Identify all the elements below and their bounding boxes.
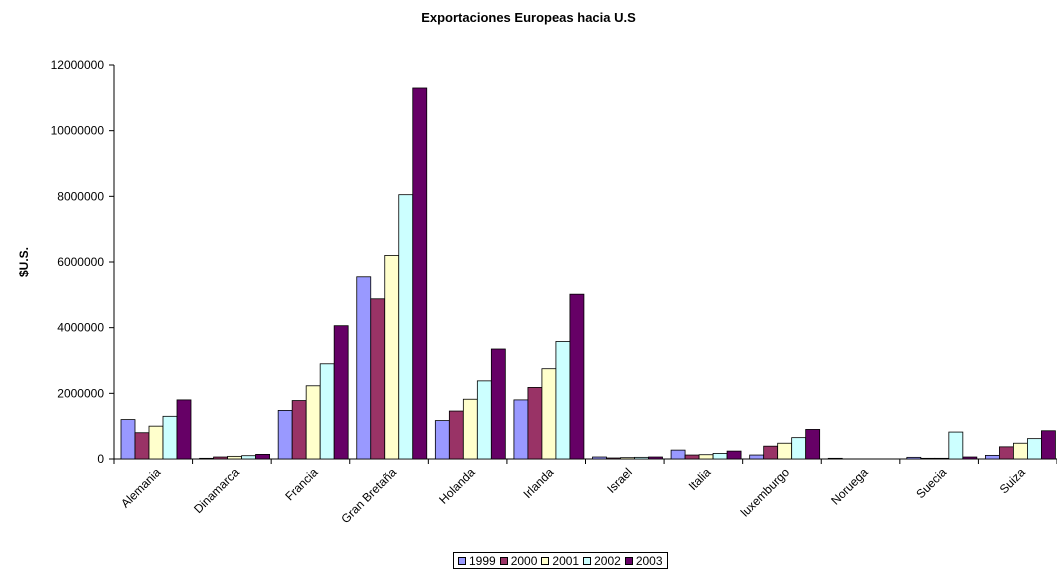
bar-1999-irlanda	[513, 399, 529, 460]
bar-2003-suecia	[962, 456, 978, 460]
bar-2000-holanda	[448, 410, 464, 460]
bar-1999-noruega	[827, 457, 843, 460]
bar-2002-francia	[319, 363, 335, 460]
y-tick-label: 6000000	[57, 255, 104, 269]
x-tick-label: Italia	[686, 465, 714, 493]
legend-swatch	[458, 556, 466, 565]
bar-2003-italia	[726, 450, 742, 460]
bar-2001-italia	[698, 454, 714, 460]
bar-2000-italia	[684, 454, 700, 460]
bar-2003-irlanda	[569, 293, 585, 460]
legend-item-2002: 2002	[583, 554, 621, 568]
bar-2001-holanda	[462, 398, 478, 460]
bar-2002-italia	[712, 453, 728, 460]
y-axis-title: $U.S.	[17, 247, 31, 277]
bar-2003-dinamarca	[255, 454, 270, 460]
bar-2001-gran-bretaña	[384, 255, 400, 460]
legend: 1999 2000 2001 2002 2003	[453, 552, 668, 569]
bar-1999-dinamarca	[199, 457, 214, 460]
x-tick-label: Francia	[282, 465, 320, 503]
legend-swatch	[499, 556, 508, 565]
bar-2000-israel	[606, 457, 621, 460]
y-tick-label: 10000000	[51, 124, 105, 138]
bar-2002-dinamarca	[241, 455, 256, 460]
bar-2000-suecia	[920, 457, 936, 460]
bar-2002-luxemburgo	[791, 437, 807, 460]
y-tick-label: 12000000	[51, 58, 105, 72]
legend-swatch	[624, 556, 633, 565]
x-tick-label: Suiza	[997, 465, 1028, 496]
bar-2003-francia	[333, 325, 349, 460]
bar-2000-luxemburgo	[763, 445, 779, 460]
bar-2000-irlanda	[527, 387, 543, 460]
bar-2003-holanda	[490, 348, 506, 460]
bar-1999-luxemburgo	[749, 454, 765, 460]
bar-2002-holanda	[476, 380, 492, 460]
bar-1999-gran-bretaña	[356, 276, 372, 460]
bar-2002-suecia	[948, 431, 964, 460]
chart-title: Exportaciones Europeas hacia U.S	[421, 10, 636, 25]
bar-1999-holanda	[434, 420, 450, 460]
bar-2000-alemania	[134, 432, 150, 460]
x-tick-label: Alemania	[118, 465, 164, 511]
x-tick-label: Suecia	[913, 465, 949, 501]
x-tick-label: Noruega	[828, 465, 871, 508]
bar-2001-francia	[305, 385, 321, 460]
bar-2002-gran-bretaña	[398, 194, 414, 460]
bar-1999-israel	[592, 456, 607, 460]
bar-2003-gran-bretaña	[412, 87, 428, 460]
legend-swatch	[583, 556, 592, 565]
bar-2001-luxemburgo	[777, 442, 793, 460]
legend-item-2001: 2001	[541, 554, 579, 568]
bar-2003-luxemburgo	[805, 429, 821, 460]
bar-1999-suiza	[985, 454, 1000, 460]
bar-2001-irlanda	[541, 368, 557, 460]
bar-2002-irlanda	[555, 341, 571, 460]
bar-2003-israel	[648, 456, 663, 460]
y-tick-label: 0	[97, 452, 104, 466]
legend-item-2003: 2003	[624, 553, 663, 568]
bar-2001-dinamarca	[227, 455, 242, 460]
legend-item-2000: 2000	[499, 553, 538, 568]
bar-1999-francia	[277, 410, 293, 460]
legend-swatch	[541, 556, 550, 565]
x-tick-label: Israel	[604, 465, 635, 496]
bar-1999-alemania	[120, 419, 136, 460]
bar-2000-suiza	[999, 446, 1014, 460]
bar-2001-suiza	[1013, 442, 1028, 460]
x-tick-label: Gran Bretaña	[338, 465, 399, 526]
bar-2001-israel	[620, 457, 635, 460]
bar-1999-suecia	[906, 456, 922, 460]
y-tick-label: 4000000	[57, 321, 104, 335]
x-tick-label: Dinamarca	[191, 465, 242, 516]
bar-2003-suiza	[1041, 430, 1056, 460]
y-tick-label: 8000000	[57, 189, 104, 203]
bar-2001-alemania	[148, 425, 164, 460]
x-tick-label: Holanda	[436, 465, 478, 507]
legend-label: 2000	[510, 553, 538, 568]
legend-label: 2002	[594, 553, 621, 568]
x-tick-label: Irlanda	[520, 465, 556, 501]
y-tick-label: 2000000	[57, 386, 104, 400]
bar-2003-alemania	[176, 399, 192, 460]
legend-item-1999: 1999	[458, 554, 496, 568]
bar-1999-italia	[670, 449, 686, 460]
bar-2000-francia	[291, 400, 307, 460]
bar-2002-suiza	[1027, 438, 1042, 460]
bar-2002-alemania	[162, 415, 178, 460]
bar-2000-dinamarca	[213, 456, 228, 460]
legend-label: 2003	[635, 553, 663, 568]
legend-label: 2001	[552, 553, 580, 568]
bar-2000-gran-bretaña	[370, 298, 386, 460]
bar-2001-suecia	[934, 457, 950, 460]
legend-label: 1999	[469, 553, 496, 568]
x-tick-label: luxemburgo	[738, 465, 792, 519]
bar-2002-israel	[634, 456, 649, 460]
